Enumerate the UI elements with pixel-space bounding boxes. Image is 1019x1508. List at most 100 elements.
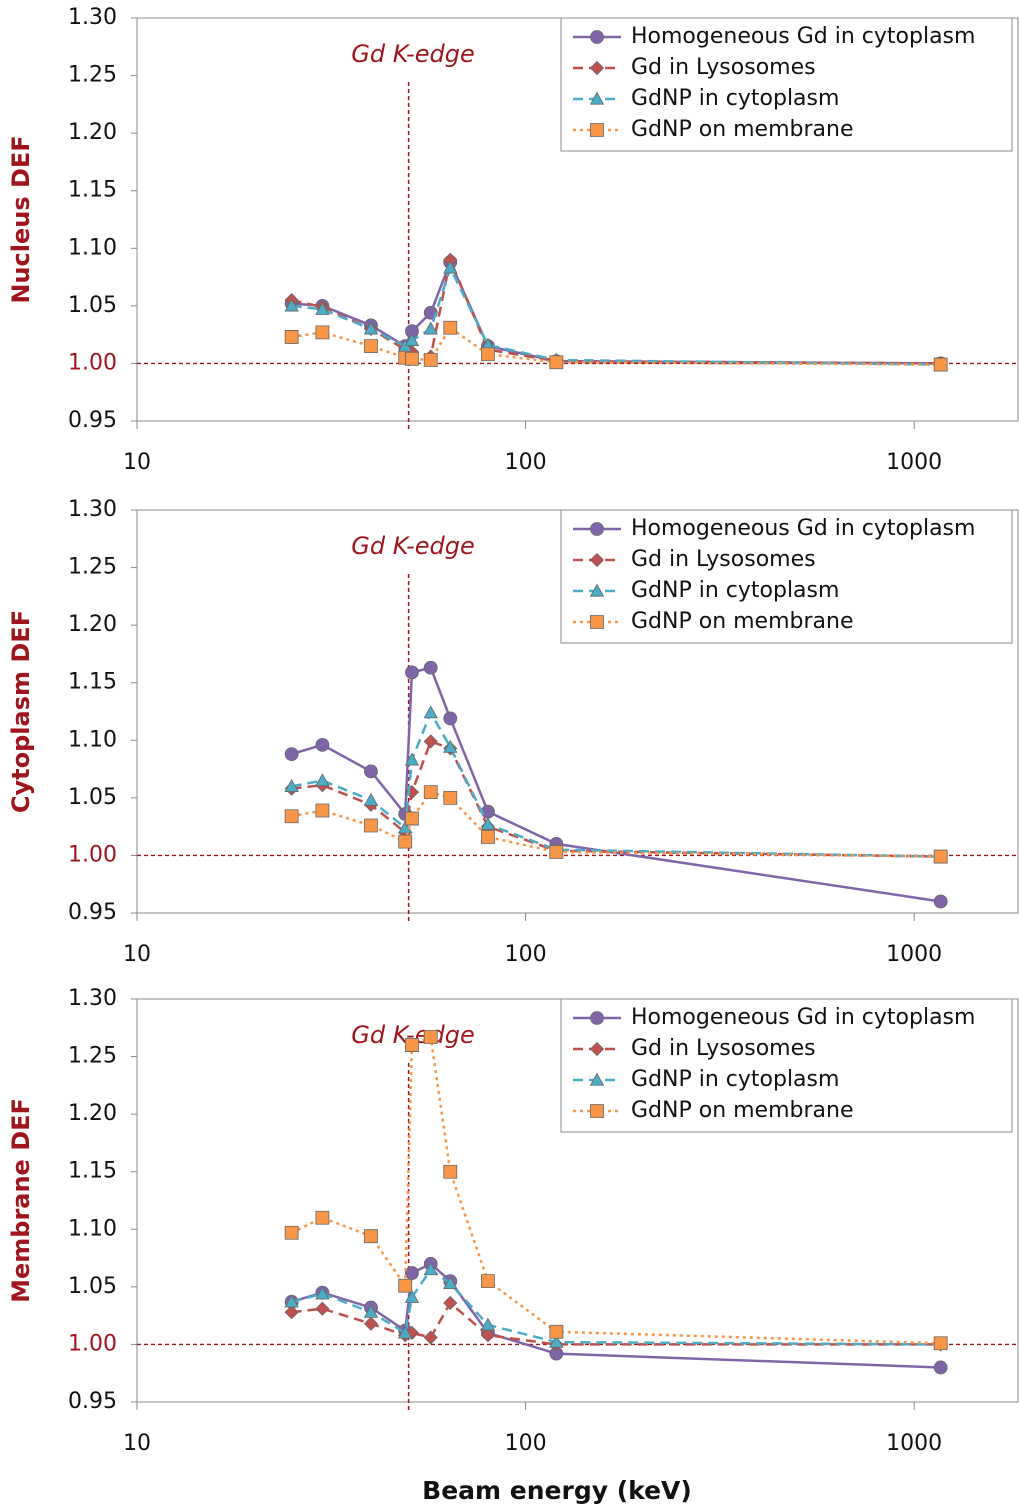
y-tick-label: 1.15 (68, 670, 117, 695)
annotation: Gd K-edge (351, 532, 474, 560)
x-tick-label: 1000 (886, 942, 942, 967)
marker (933, 849, 948, 864)
y-tick-label: 1.05 (68, 293, 117, 318)
marker (284, 1294, 299, 1308)
marker (398, 834, 413, 849)
legend-marker (590, 615, 604, 629)
legend-marker (589, 91, 605, 105)
y-tick-label: 1.25 (68, 555, 117, 580)
y-tick-label: 0.95 (68, 900, 117, 925)
legend-marker (589, 60, 605, 76)
marker (284, 809, 299, 824)
marker (315, 325, 330, 340)
marker (315, 737, 330, 752)
y-tick-label: 1.10 (68, 727, 117, 752)
marker (363, 1304, 379, 1318)
marker (423, 1030, 438, 1044)
y-tick-label: 1.20 (68, 120, 117, 145)
legend-marker (590, 522, 604, 536)
y-axis-label: Nucleus DEF (7, 135, 35, 303)
marker (364, 818, 378, 833)
y-tick-label: 1.00 (68, 842, 117, 867)
marker (480, 1317, 496, 1331)
marker (480, 1328, 495, 1343)
marker (549, 1334, 564, 1348)
y-tick-label: 1.30 (68, 497, 117, 522)
marker (364, 1229, 378, 1244)
legend-marker (589, 552, 605, 568)
legend-label: GdNP on membrane (631, 1098, 854, 1123)
legend-box (560, 17, 1013, 152)
marker (364, 339, 378, 354)
marker (363, 1316, 379, 1331)
marker (284, 1305, 299, 1320)
legend-label: Homogeneous Gd in cytoplasm (631, 516, 975, 541)
marker (423, 321, 438, 335)
series-line (291, 258, 941, 365)
x-tick-label: 10 (123, 450, 151, 475)
series-line (291, 709, 941, 858)
series-line (291, 790, 941, 858)
legend-marker (590, 123, 604, 137)
marker (549, 845, 564, 859)
y-axis-label: Membrane DEF (7, 1098, 35, 1303)
marker (443, 711, 458, 726)
x-tick-label: 10 (123, 942, 151, 967)
marker (443, 1276, 458, 1290)
y-tick-label: 1.10 (68, 235, 117, 260)
y-tick-label: 1.20 (68, 1101, 117, 1126)
marker (549, 355, 564, 370)
series-line (291, 1262, 941, 1369)
panel: 0.95 1.00 1.05 1.10 1.15 1.20 1.25 1.30 10 100 100… (7, 5, 1019, 475)
marker (443, 1295, 458, 1311)
marker (405, 1038, 419, 1052)
marker (405, 351, 419, 366)
series-line (291, 325, 941, 366)
legend-label: GdNP on membrane (631, 609, 854, 634)
marker (423, 785, 438, 799)
marker (404, 1289, 420, 1303)
marker (398, 1278, 413, 1293)
x-axis-label: Beam energy (keV) (422, 1476, 692, 1505)
y-tick-label: 1.20 (68, 612, 117, 637)
marker (363, 321, 379, 335)
series-line (291, 264, 941, 366)
series-line (291, 1035, 941, 1345)
legend-label: GdNP in cytoplasm (631, 1067, 839, 1092)
panel: 0.95 1.00 1.05 1.10 1.15 1.20 1.25 1.30 10 100 100… (7, 497, 1019, 967)
marker (423, 660, 438, 675)
x-tick-label: 1000 (886, 1431, 942, 1456)
y-tick-label: 1.25 (68, 1044, 117, 1069)
series-line (291, 666, 941, 903)
marker (404, 333, 420, 347)
marker (480, 817, 496, 830)
marker (315, 1301, 330, 1316)
legend-label: Gd in Lysosomes (631, 547, 816, 572)
marker (443, 790, 458, 805)
marker (315, 773, 330, 787)
series-line (291, 1301, 941, 1346)
legend-marker (590, 1011, 604, 1025)
marker (423, 353, 438, 367)
marker (933, 894, 948, 909)
marker (284, 298, 299, 312)
marker (481, 347, 495, 362)
marker (933, 1336, 948, 1351)
legend-label: GdNP in cytoplasm (631, 86, 839, 111)
marker (315, 1286, 330, 1300)
marker (423, 734, 438, 749)
legend-marker (589, 1072, 605, 1086)
marker (404, 752, 420, 766)
x-tick-label: 10 (123, 1431, 151, 1456)
marker (423, 1262, 438, 1276)
y-tick-label: 1.00 (68, 1331, 117, 1356)
marker (481, 830, 495, 844)
marker (284, 1225, 299, 1240)
x-tick-label: 100 (505, 1431, 547, 1456)
series-line (291, 1267, 941, 1346)
y-tick-label: 1.10 (68, 1216, 117, 1241)
marker (315, 803, 330, 818)
legend-label: GdNP in cytoplasm (631, 578, 839, 603)
y-axis-label: Cytoplasm DEF (7, 610, 35, 813)
y-tick-label: 1.15 (68, 178, 117, 203)
